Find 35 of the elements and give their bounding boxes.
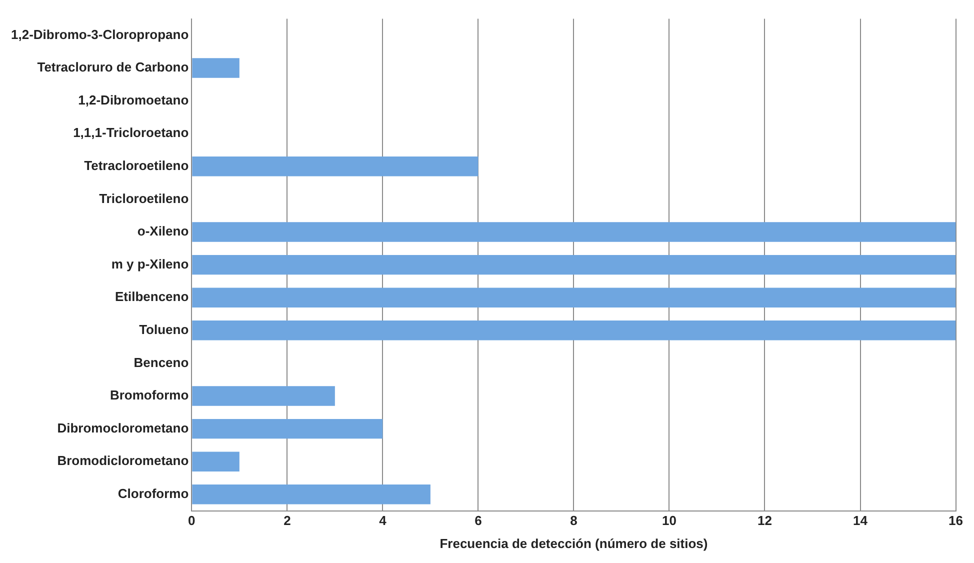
bar [192,58,240,78]
bar [192,452,240,472]
y-tick-label: o-Xileno [137,224,189,239]
x-tick-label: 8 [570,513,578,528]
bar [192,288,956,308]
x-tick-label: 12 [758,513,772,528]
x-tick-label: 10 [662,513,676,528]
bar [192,156,478,176]
y-tick-label: 1,2-Dibromoetano [78,92,189,108]
y-tick-label: Tricloroetileno [99,190,189,206]
y-tick-label: 1,2-Dibromo-3-Cloropropano [10,26,189,42]
y-tick-label: Bromodiclorometano [57,453,189,468]
bar [192,222,956,242]
x-tick-label: 2 [284,513,291,528]
bar [192,320,956,340]
bar [192,386,335,406]
x-tick-label: 4 [379,513,388,528]
bar [192,484,430,504]
y-tick-label: 1,1,1-Tricloroetano [73,125,189,140]
bar [192,418,383,439]
y-tick-label: Bromoformo [110,388,189,403]
y-tick-label: Etilbenceno [114,289,189,304]
x-tick-label: 6 [474,513,482,528]
x-axis-title: Frecuencia de detección (número de sitios) [440,536,708,551]
y-tick-label: Tolueno [139,322,189,337]
y-tick-label: Benceno [134,354,189,370]
x-tick-label: 16 [948,513,964,528]
x-tick-label: 0 [188,513,196,528]
y-tick-label: Tetracloruro de Carbono [37,60,189,75]
y-tick-label: Dibromoclorometano [57,420,189,436]
y-tick-label: Tetracloroetileno [84,158,189,173]
y-tick-label: m y p-Xileno [111,256,189,272]
x-tick-label: 14 [853,513,868,528]
y-tick-label: Cloroformo [118,486,189,501]
bar [192,254,956,275]
